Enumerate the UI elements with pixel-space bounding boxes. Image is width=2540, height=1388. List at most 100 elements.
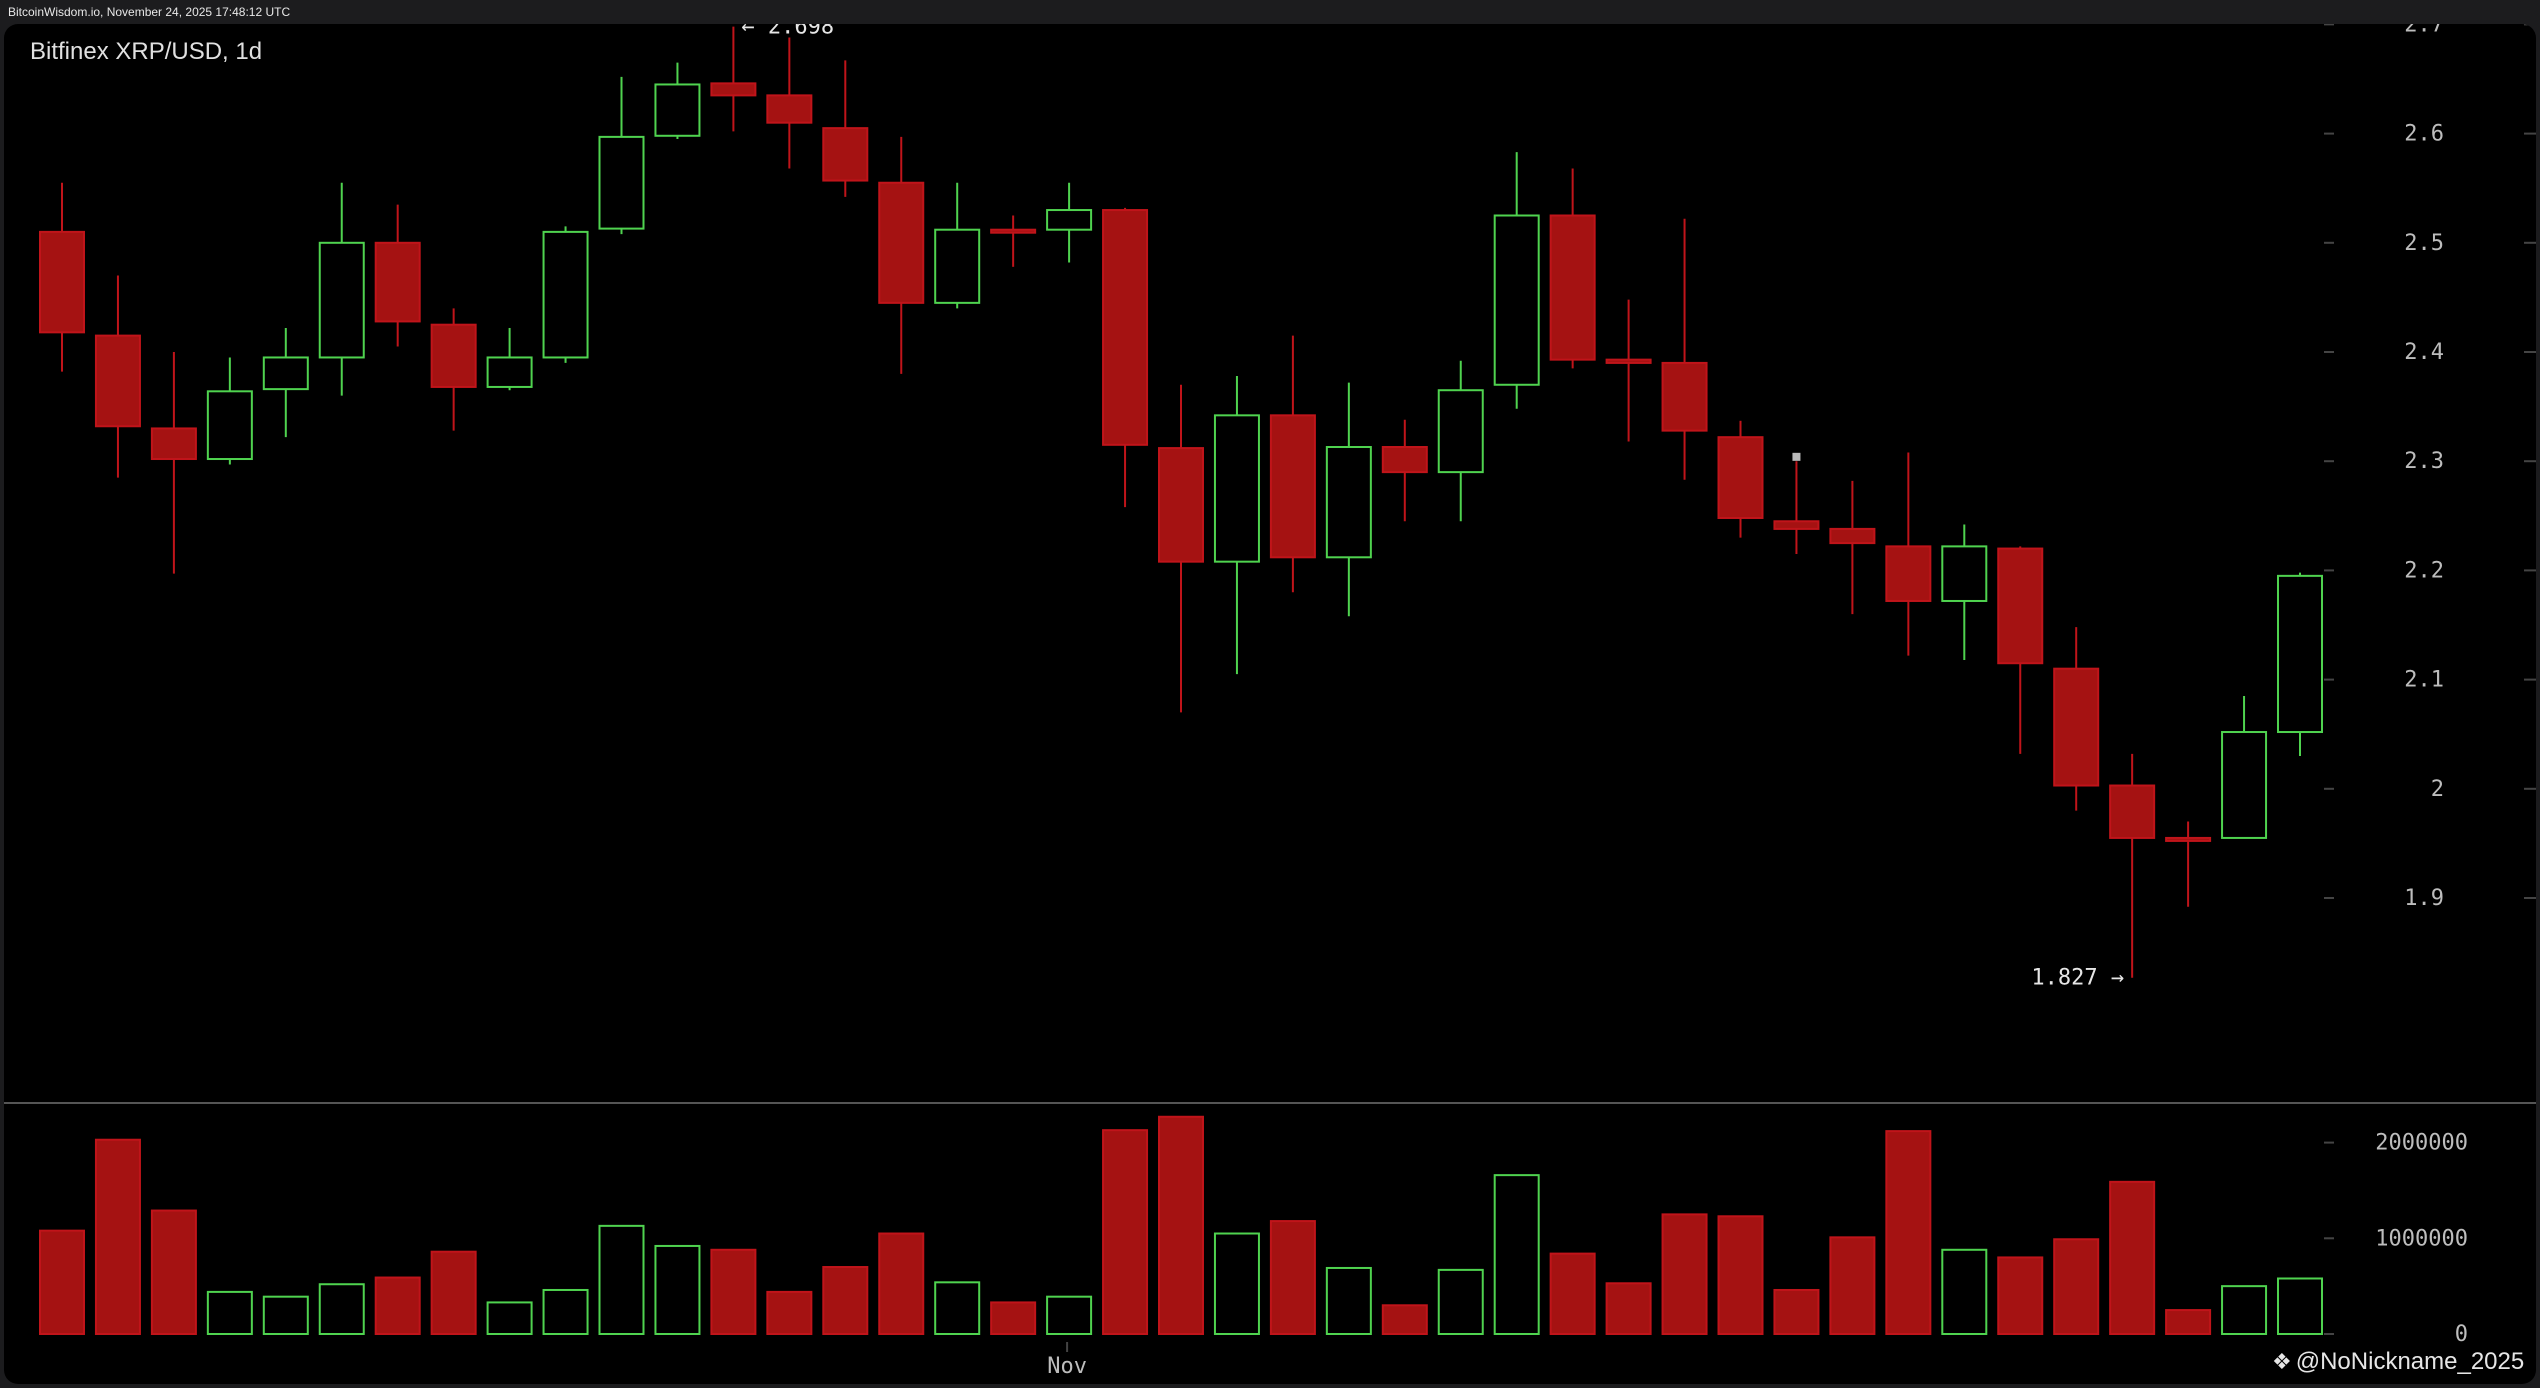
- candle[interactable]: [2221, 695, 2268, 839]
- volume-bar[interactable]: [990, 1301, 1037, 1335]
- candle[interactable]: [1885, 452, 1932, 656]
- volume-bar[interactable]: [2053, 1238, 2100, 1335]
- volume-bar[interactable]: [1213, 1232, 1260, 1336]
- candle[interactable]: [262, 327, 309, 438]
- volume-bar[interactable]: [94, 1138, 141, 1335]
- volume-bar[interactable]: [430, 1250, 477, 1335]
- volume-bar[interactable]: [2165, 1309, 2212, 1335]
- candle[interactable]: [2165, 821, 2212, 907]
- volume-bar[interactable]: [934, 1281, 981, 1336]
- volume-bar[interactable]: [1997, 1256, 2044, 1335]
- volume-bar[interactable]: [542, 1288, 589, 1336]
- candle[interactable]: [1549, 168, 1596, 369]
- candle-body: [2165, 836, 2212, 842]
- candle-body: [2109, 784, 2156, 839]
- candle[interactable]: [206, 357, 253, 465]
- candle[interactable]: [2053, 627, 2100, 811]
- volume-bar[interactable]: [878, 1232, 925, 1336]
- volume-bar[interactable]: [654, 1244, 701, 1336]
- volume-bar[interactable]: [1941, 1248, 1988, 1336]
- candle[interactable]: [94, 275, 141, 478]
- candle[interactable]: [1493, 152, 1540, 409]
- price-tick-label: 2.7: [2404, 24, 2444, 37]
- candle[interactable]: [1997, 546, 2044, 754]
- volume-bar[interactable]: [1269, 1220, 1316, 1335]
- candle[interactable]: [1381, 419, 1428, 522]
- candle[interactable]: [1717, 420, 1764, 538]
- candle-body: [2221, 731, 2268, 839]
- candle[interactable]: [766, 37, 813, 169]
- candle[interactable]: [990, 215, 1037, 267]
- volume-bar[interactable]: [1493, 1174, 1540, 1335]
- volume-bar[interactable]: [2109, 1180, 2156, 1336]
- candle[interactable]: [1325, 382, 1372, 617]
- volume-bar[interactable]: [318, 1283, 365, 1335]
- volume-bar[interactable]: [766, 1290, 813, 1335]
- candle[interactable]: [1829, 480, 1876, 615]
- candle[interactable]: [150, 352, 197, 574]
- volume-bar[interactable]: [262, 1295, 309, 1336]
- candlestick-chart[interactable]: 2.7 2.6 2.5 2.4 2.3 2.2 2.1 2 1.9 2000000 1000000…: [4, 24, 2536, 1384]
- volume-bar[interactable]: [598, 1224, 645, 1336]
- candle-body: [1046, 209, 1093, 231]
- volume-bar[interactable]: [150, 1209, 197, 1335]
- candle[interactable]: [1213, 376, 1260, 675]
- candle-body: [654, 83, 701, 137]
- volume-tick-label: 1000000: [2375, 1226, 2468, 1251]
- volume-bar[interactable]: [822, 1266, 869, 1336]
- candle[interactable]: [374, 204, 421, 347]
- candle[interactable]: [1158, 384, 1204, 713]
- marker-dot: [1792, 452, 1801, 461]
- watermark: ❖ @NoNickname_2025: [2272, 1348, 2524, 1376]
- volume-bar[interactable]: [1381, 1304, 1428, 1336]
- volume-bar[interactable]: [1102, 1129, 1149, 1336]
- volume-bar[interactable]: [710, 1248, 757, 1336]
- candle[interactable]: [1773, 461, 1820, 555]
- volume-bar[interactable]: [39, 1229, 85, 1336]
- volume-bar[interactable]: [1046, 1295, 1093, 1336]
- candle[interactable]: [39, 182, 85, 372]
- candle[interactable]: [878, 136, 925, 374]
- volume-bar[interactable]: [1437, 1268, 1484, 1335]
- candle[interactable]: [654, 62, 701, 140]
- volume-bar[interactable]: [1717, 1215, 1764, 1335]
- candle[interactable]: [2109, 753, 2156, 978]
- candle[interactable]: [486, 327, 533, 391]
- volume-bars-layer: [39, 1115, 2323, 1336]
- candle[interactable]: [1661, 218, 1708, 480]
- price-annotation: 1.827 →: [2031, 966, 2124, 991]
- volume-bar[interactable]: [206, 1290, 253, 1335]
- candle[interactable]: [710, 26, 757, 132]
- volume-bar[interactable]: [1829, 1236, 1876, 1336]
- candle[interactable]: [1941, 524, 1988, 660]
- candle[interactable]: [822, 60, 869, 197]
- candles-layer: [39, 26, 2323, 978]
- candle[interactable]: [1605, 299, 1652, 442]
- candle[interactable]: [318, 182, 365, 396]
- volume-bar[interactable]: [1325, 1266, 1372, 1336]
- volume-bar[interactable]: [1605, 1282, 1652, 1336]
- candle[interactable]: [1437, 360, 1484, 522]
- candle[interactable]: [2277, 572, 2323, 757]
- volume-bar[interactable]: [1158, 1115, 1204, 1335]
- candle[interactable]: [1102, 207, 1149, 508]
- candle[interactable]: [542, 226, 589, 363]
- candle-body: [1661, 361, 1708, 432]
- binance-diamond-icon: ❖: [2272, 1349, 2292, 1374]
- volume-bar[interactable]: [486, 1301, 533, 1335]
- volume-bar[interactable]: [2221, 1285, 2268, 1336]
- candle[interactable]: [1046, 182, 1093, 263]
- candle[interactable]: [430, 308, 477, 431]
- candle[interactable]: [1269, 335, 1316, 593]
- volume-bar[interactable]: [1661, 1213, 1708, 1335]
- price-tick-label: 2.3: [2404, 449, 2444, 474]
- volume-bar[interactable]: [1773, 1288, 1820, 1336]
- candle[interactable]: [934, 182, 981, 309]
- volume-bar[interactable]: [1549, 1252, 1596, 1336]
- candle-body: [1102, 209, 1149, 446]
- volume-bar[interactable]: [2277, 1277, 2323, 1336]
- candle-body: [1829, 527, 1876, 545]
- volume-bar[interactable]: [1885, 1130, 1932, 1335]
- candle[interactable]: [598, 76, 645, 235]
- volume-bar[interactable]: [374, 1276, 421, 1335]
